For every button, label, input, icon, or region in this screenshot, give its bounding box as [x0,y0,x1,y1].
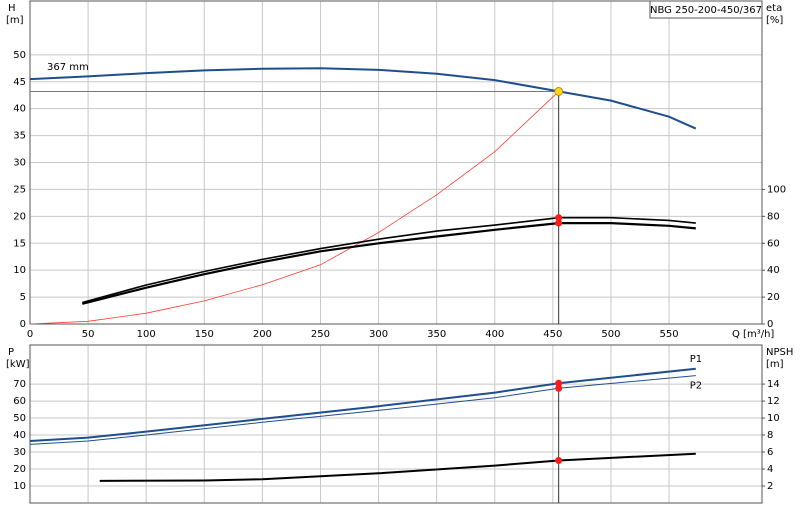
y-tick-label: 30 [13,447,26,458]
y-tick-label: 35 [13,131,26,142]
series-line [29,375,696,445]
series-line [29,91,559,325]
duty-marker [555,384,563,392]
y-tick-label: 10 [13,265,26,276]
y-axis-unit: [m] [6,15,24,26]
series-label: P2 [690,381,702,392]
y2-tick-label: 60 [767,238,780,249]
x-tick-label: 350 [427,329,446,340]
y2-tick-label: 40 [767,265,780,276]
x-tick-label: 450 [543,329,562,340]
y2-tick-label: 80 [767,211,780,222]
y-tick-label: 15 [13,238,26,249]
y2-axis-unit: [%] [766,15,783,26]
series-line [82,222,696,305]
y-tick-label: 10 [13,481,26,492]
y2-tick-label: 0 [767,319,773,330]
y2-tick-label: 10 [767,413,780,424]
chart-title: NBG 250-200-450/367 [650,5,762,16]
series-line [29,67,697,130]
y2-tick-label: 4 [767,464,773,475]
title-box [649,0,763,19]
y2-tick-label: 14 [767,379,780,390]
y-tick-label: 50 [13,413,26,424]
y-tick-label: 45 [13,77,26,88]
x-tick-label: 500 [601,329,620,340]
duty-marker [555,457,563,465]
x-tick-label: 550 [660,329,679,340]
y-tick-label: 40 [13,104,26,115]
y2-tick-label: 20 [767,292,780,303]
plot-frame [29,344,763,504]
y-tick-label: 60 [13,396,26,407]
y-tick-label: 0 [20,319,26,330]
duty-point [554,87,564,96]
duty-marker [555,214,563,222]
y2-tick-label: 2 [767,481,773,492]
y-tick-label: 40 [13,430,26,441]
y-tick-label: 25 [13,184,26,195]
x-tick-label: 100 [137,329,156,340]
series-line [82,216,696,304]
x-tick-label: 300 [369,329,388,340]
y-axis-unit: [kW] [6,359,30,370]
y-tick-label: 20 [13,464,26,475]
y2-tick-label: 6 [767,447,773,458]
y-tick-label: 30 [13,158,26,169]
y2-tick-label: 8 [767,430,773,441]
y-tick-label: 70 [13,379,26,390]
duty-marker [555,219,563,227]
x-tick-label: 250 [311,329,330,340]
y2-tick-label: 12 [767,396,780,407]
x-axis-label: Q [m³/h] [732,329,774,340]
x-tick-label: 50 [82,329,95,340]
y-tick-label: 5 [20,292,26,303]
y2-axis-label: NPSH [766,347,793,358]
y2-tick-label: 100 [767,184,786,195]
x-tick-label: 150 [195,329,214,340]
y-tick-label: 50 [13,50,26,61]
series-line [29,367,696,442]
plot-frame [29,0,763,325]
x-tick-label: 200 [253,329,272,340]
duty-marker [555,379,563,387]
y-axis-label: P [8,347,14,358]
y2-axis-unit: [m] [766,359,784,370]
x-tick-label: 0 [27,329,33,340]
series-label: P1 [690,354,702,365]
x-tick-label: 400 [485,329,504,340]
y-tick-label: 20 [13,211,26,222]
y-axis-label: H [8,3,16,14]
y2-axis-label: eta [766,3,782,14]
curve-label: 367 mm [47,62,89,73]
